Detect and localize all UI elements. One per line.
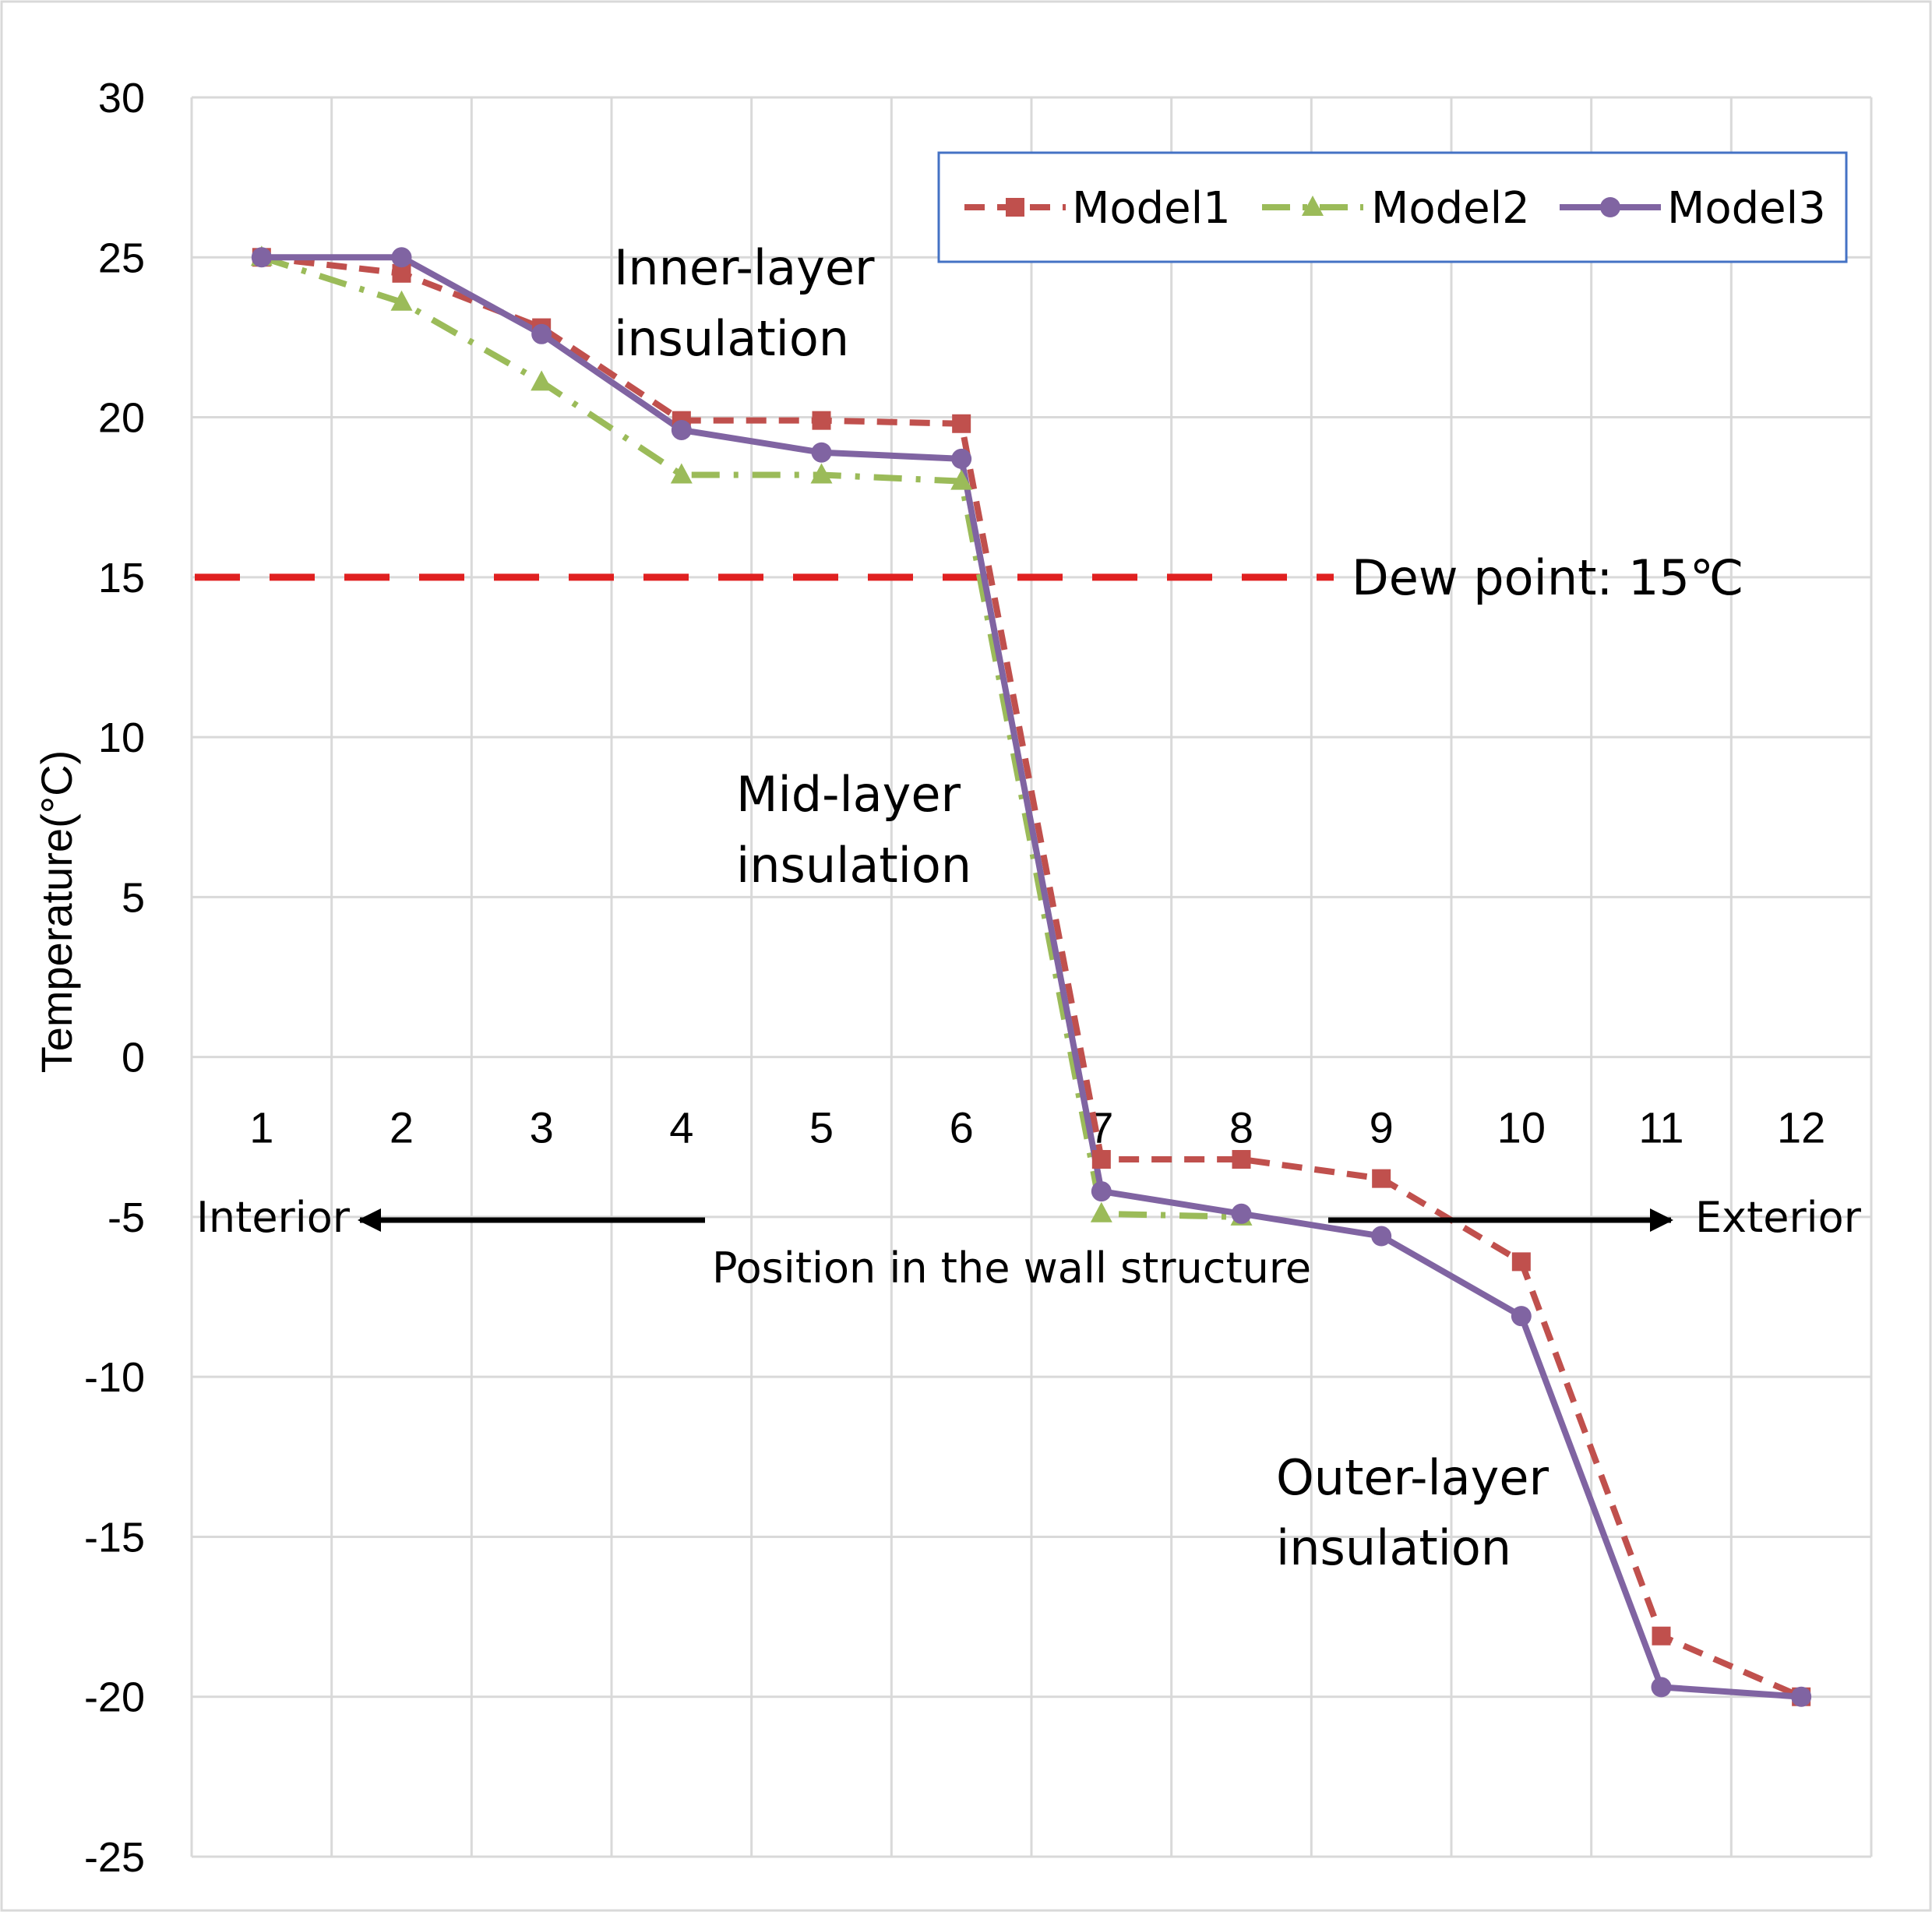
exterior-label: Exterior: [1695, 1193, 1862, 1242]
data-point-model1: [952, 414, 971, 433]
data-point-model3: [1371, 1226, 1392, 1247]
legend-label-model3: Model3: [1667, 183, 1826, 234]
data-point-model1: [1652, 1626, 1671, 1646]
interior-direction: Interior: [196, 1193, 705, 1242]
legend-marker: [1302, 196, 1324, 216]
outer-annotation-line2: insulation: [1276, 1519, 1511, 1576]
data-point-model2: [670, 463, 693, 484]
data-point-model3: [951, 448, 972, 469]
data-point-model2: [531, 370, 553, 391]
mid-annotation-line2: insulation: [736, 837, 971, 894]
data-point-model1: [1372, 1169, 1391, 1188]
data-point-model3: [1091, 1181, 1112, 1202]
data-point-model3: [1231, 1203, 1252, 1224]
data-point-model3: [251, 247, 272, 268]
y-tick-label: 30: [98, 75, 145, 122]
data-point-model3: [1511, 1306, 1532, 1327]
x-tick-label: 2: [390, 1103, 414, 1152]
y-tick-label: 15: [98, 555, 145, 601]
y-tick-label: 5: [122, 874, 145, 921]
y-tick-label: -10: [84, 1354, 145, 1401]
data-point-model3: [531, 323, 552, 344]
y-tick-label: 20: [98, 395, 145, 442]
data-point-model3: [671, 419, 692, 440]
legend-items: Model1 Model2 Model3: [964, 183, 1826, 234]
y-axis-ticks: 30 25 20 15 10 5 0 -5 -10 -15 -20 -25: [84, 75, 145, 1881]
interior-label: Interior: [196, 1193, 351, 1242]
data-point-model1: [1232, 1150, 1251, 1169]
x-tick-label: 6: [950, 1103, 974, 1152]
x-tick-label: 11: [1638, 1103, 1683, 1152]
dew-point-reference: Dew point: 15℃: [195, 549, 1744, 606]
x-tick-label: 3: [530, 1103, 554, 1152]
data-point-model2: [810, 463, 833, 484]
x-axis-label: Position in the wall structure: [712, 1244, 1311, 1293]
legend-marker: [1600, 197, 1620, 217]
legend-label-model2: Model2: [1371, 183, 1530, 234]
series-line-model3: [261, 254, 1802, 1700]
x-axis-ticks: 1 2 3 4 5 6 7 8 9 10 11 12: [249, 1103, 1825, 1152]
x-tick-label: 5: [809, 1103, 834, 1152]
mid-layer-annotation: Mid-layer insulation: [736, 766, 971, 894]
mid-annotation-line1: Mid-layer: [736, 766, 961, 823]
x-tick-label: 12: [1777, 1103, 1825, 1152]
inner-layer-annotation: Inner-layer insulation: [614, 239, 875, 367]
legend-label-model1: Model1: [1072, 183, 1231, 234]
x-tick-label: 8: [1229, 1103, 1253, 1152]
y-tick-label: -25: [84, 1834, 145, 1881]
legend-box: [937, 151, 1848, 263]
series-lines: [260, 254, 1803, 1700]
y-tick-label: 10: [98, 714, 145, 761]
data-point-model3: [1791, 1686, 1812, 1707]
y-tick-label: -20: [84, 1674, 145, 1721]
data-point-model3: [1651, 1677, 1672, 1698]
series-markers: [250, 245, 1812, 1707]
y-tick-label: -5: [108, 1194, 145, 1241]
y-tick-label: 25: [98, 235, 145, 281]
data-point-model1: [812, 411, 831, 430]
outer-layer-annotation: Outer-layer insulation: [1276, 1449, 1549, 1576]
gridlines: [190, 96, 1873, 1858]
y-tick-label: -15: [84, 1514, 145, 1561]
legend-marker: [1006, 198, 1024, 217]
data-point-model1: [1511, 1252, 1531, 1272]
y-axis-label: Temperature(°C): [32, 750, 81, 1074]
x-tick-label: 9: [1370, 1103, 1394, 1152]
x-tick-label: 4: [669, 1103, 693, 1152]
y-tick-label: 0: [122, 1035, 145, 1081]
legend: Model1 Model2 Model3: [937, 151, 1848, 263]
outer-annotation-line1: Outer-layer: [1276, 1449, 1549, 1506]
data-point-model3: [391, 247, 412, 268]
exterior-direction: Exterior: [1328, 1193, 1862, 1242]
x-tick-label: 10: [1497, 1103, 1546, 1152]
data-point-model2: [390, 290, 413, 311]
x-tick-label: 1: [249, 1103, 273, 1152]
data-point-model2: [1090, 1201, 1112, 1222]
inner-annotation-line2: insulation: [614, 310, 849, 367]
data-point-model3: [811, 442, 832, 463]
dew-point-label: Dew point: 15℃: [1352, 549, 1744, 606]
data-point-model2: [950, 469, 973, 490]
data-point-model1: [1091, 1150, 1111, 1169]
inner-annotation-line1: Inner-layer: [614, 239, 875, 296]
